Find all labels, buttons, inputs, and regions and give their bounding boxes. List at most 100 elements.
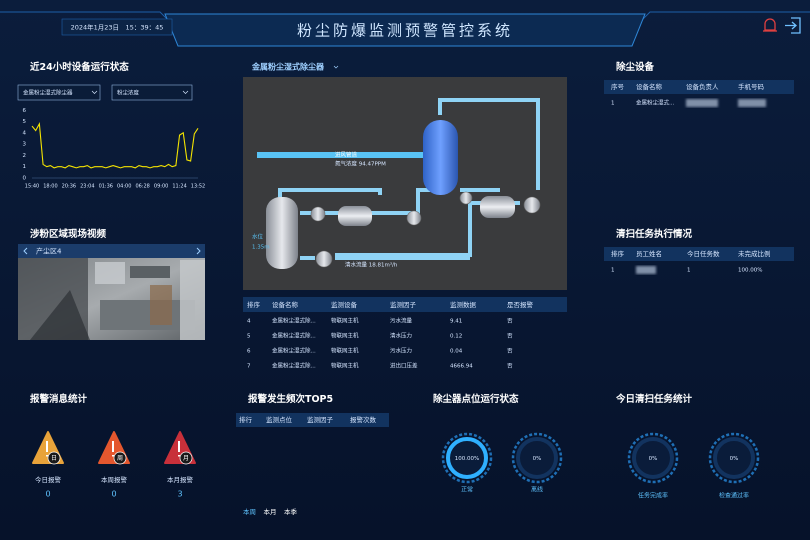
alarm-label: 本月报警: [167, 475, 194, 484]
table-cell: 5: [247, 334, 251, 340]
table-cell: 物联网主机: [331, 362, 359, 370]
blurred-cell: [636, 266, 656, 274]
table-header: 排行: [239, 415, 253, 424]
table-header: 序号: [611, 82, 625, 91]
table-cell: 0.12: [450, 334, 462, 340]
table-cell: 6: [247, 349, 251, 355]
table-cell: 1: [611, 101, 615, 107]
table-cell: 进出口压差: [390, 362, 418, 370]
gauge-value-label: 100.00%: [455, 456, 479, 462]
gauge-label: 检查通过率: [719, 492, 749, 500]
inlet-pipe: [257, 152, 425, 158]
panel-title: 清扫任务执行情况: [616, 228, 693, 240]
tab[interactable]: 本周: [243, 507, 256, 516]
panel-title: 报警消息统计: [30, 393, 88, 405]
cleaning-table-header: [604, 247, 794, 261]
water-level-label: 水位: [252, 233, 264, 241]
select-arrow[interactable]: [333, 65, 339, 69]
datetime: 2024年1月23日 15：39：45: [71, 23, 164, 32]
y-tick-label: 2: [23, 153, 27, 159]
inlet-label: 进风管道: [335, 151, 358, 159]
x-tick-label: 13:52: [191, 184, 205, 190]
warning-badge-text: 日: [51, 455, 57, 462]
table-cell: 物联网主机: [331, 332, 359, 340]
logout-icon[interactable]: [785, 17, 801, 34]
table-cell: 否: [507, 333, 513, 340]
table-header: 监测数据: [450, 300, 477, 309]
blurred-cell: [686, 99, 718, 107]
x-tick-label: 04:00: [117, 184, 131, 190]
table-header: 员工姓名: [636, 249, 662, 258]
gauge-track: [713, 437, 755, 479]
alarm-icon[interactable]: [763, 18, 777, 32]
gauge-value: [446, 437, 488, 479]
x-tick-label: 23:04: [80, 184, 94, 190]
factor-select[interactable]: [111, 84, 193, 101]
table-header: 设备名称: [636, 82, 663, 91]
video-frame: [18, 258, 205, 340]
water-level-value: 1.35m: [252, 245, 270, 251]
x-tick-label: 09:00: [154, 184, 168, 190]
table-header: 监测因子: [390, 300, 417, 309]
device-select[interactable]: [17, 84, 101, 101]
y-tick-label: 0: [23, 176, 27, 182]
table-cell: 7: [247, 364, 251, 370]
table-cell: 物联网主机: [331, 347, 359, 355]
gauge-ring: [441, 432, 493, 484]
tab[interactable]: 本季: [284, 507, 298, 516]
table-header: 设备负责人: [686, 82, 719, 91]
panel-title: 近24小时设备运行状态: [30, 61, 129, 73]
tab[interactable]: 本月: [264, 507, 277, 516]
table-cell: 0.04: [450, 349, 463, 355]
table-cell: 100.00%: [738, 268, 762, 274]
y-tick-label: 3: [23, 142, 27, 148]
x-tick-label: 01:36: [99, 184, 113, 190]
table-cell: 4666.94: [450, 364, 473, 370]
table-cell: 金属粉尘湿式除...: [272, 332, 316, 340]
main-tank: [423, 120, 458, 195]
filter: [338, 206, 372, 226]
x-tick-label: 18:00: [43, 184, 57, 190]
video-nav[interactable]: [23, 247, 201, 255]
warning-badge: [179, 451, 193, 465]
gauge-ring: [511, 432, 563, 484]
table-header: 报警次数: [350, 415, 377, 424]
select-arrow: [91, 90, 98, 94]
alarm-count: 0: [45, 490, 50, 499]
x-tick-label: 20:36: [62, 184, 76, 190]
warning-badge-text: 周: [117, 455, 123, 462]
y-tick-label: 4: [23, 130, 27, 136]
table-cell: 否: [507, 348, 513, 355]
warning-badge-text: 月: [183, 455, 189, 462]
title-box: [164, 13, 646, 47]
video-bar: [18, 244, 205, 258]
table-cell: 金属粉尘湿式除...: [272, 347, 316, 355]
y-tick-label: 5: [23, 119, 27, 125]
table-cell: 否: [507, 318, 513, 325]
table-header: 今日任务数: [687, 249, 720, 258]
gauge-ring: [627, 432, 679, 484]
alarm-label: 今日报警: [35, 475, 62, 484]
gauge-label: 正常: [461, 486, 473, 494]
table-header: 监测设备: [331, 300, 358, 309]
warning-badge: [113, 451, 127, 465]
pumps: [310, 191, 541, 268]
gauge-label: 离线: [531, 486, 543, 494]
gauge-value-label: 0%: [533, 456, 542, 462]
table-cell: 污水流量: [390, 317, 413, 325]
nitrogen-label: 氮气浓度 94.47PPM: [335, 160, 386, 168]
table-cell: 污水压力: [390, 347, 412, 355]
x-tick-label: 06:28: [135, 184, 149, 190]
equipment-table-header: [604, 80, 794, 94]
top5-table-header: [236, 413, 389, 427]
table-cell: 9.41: [450, 319, 462, 325]
x-tick-label: 11:24: [172, 184, 186, 190]
gauge-value-label: 0%: [730, 456, 739, 462]
gauge-track: [516, 437, 558, 479]
video-area: 产尘区4: [36, 247, 62, 256]
gauge-track: [632, 437, 674, 479]
alarm-count: 3: [177, 490, 182, 499]
alarm-count: 0: [111, 490, 116, 499]
flow-label: 清水流量 18.81m³/h: [345, 261, 398, 269]
